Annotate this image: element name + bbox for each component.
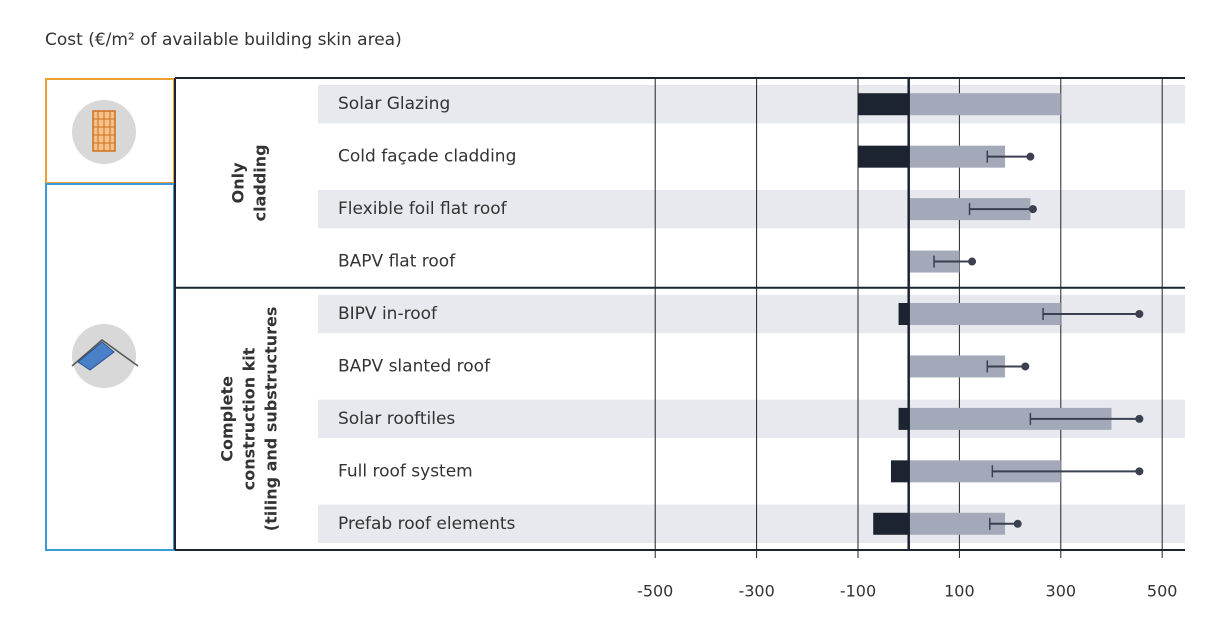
bar — [858, 93, 909, 116]
error-dot — [1013, 519, 1022, 528]
x-tick-label: -100 — [840, 582, 876, 601]
error-dot — [1026, 152, 1035, 161]
category-label: BAPV flat roof — [338, 252, 456, 272]
x-tick-label: 100 — [944, 582, 975, 601]
x-tick-label: -500 — [637, 582, 673, 601]
category-label: Full roof system — [338, 461, 473, 481]
background — [318, 78, 1185, 550]
roof-icon — [71, 324, 139, 388]
bar — [898, 407, 909, 430]
x-tick-label: 500 — [1147, 582, 1178, 601]
bar — [908, 145, 1006, 168]
facade-icon — [72, 100, 136, 164]
category-label: Solar Glazing — [338, 94, 450, 114]
group-label: cladding — [251, 144, 270, 221]
group-label: Complete — [218, 376, 237, 462]
error-dot — [1135, 467, 1144, 476]
group-label: construction kit — [240, 347, 259, 490]
category-label: Solar rooftiles — [338, 409, 455, 429]
bar — [873, 512, 909, 535]
x-tick-label: 300 — [1046, 582, 1077, 601]
error-dot — [968, 257, 977, 266]
category-label: Flexible foil flat roof — [338, 199, 508, 219]
error-dot — [1135, 414, 1144, 423]
group-label: Only — [229, 162, 248, 203]
bar — [908, 303, 1061, 325]
category-label: BIPV in-roof — [338, 304, 438, 324]
bar — [908, 355, 1006, 378]
x-tick-label: -300 — [738, 582, 774, 601]
bar — [908, 93, 1061, 116]
error-dot — [1028, 205, 1037, 214]
row-stripe — [318, 504, 1185, 543]
chart-title: Cost (€/m² of available building skin ar… — [45, 30, 402, 50]
category-label: Prefab roof elements — [338, 514, 516, 534]
error-dot — [1135, 310, 1144, 318]
bar — [898, 303, 909, 325]
category-label: BAPV slanted roof — [338, 356, 491, 376]
group-label: (tiling and substructures — [262, 307, 281, 532]
bar — [890, 460, 909, 483]
bar — [908, 460, 1061, 483]
bar — [908, 407, 1112, 430]
bar — [858, 145, 909, 168]
error-dot — [1021, 362, 1030, 371]
category-label: Cold façade cladding — [338, 147, 516, 167]
row-stripe — [318, 189, 1185, 229]
bar — [908, 512, 1006, 535]
